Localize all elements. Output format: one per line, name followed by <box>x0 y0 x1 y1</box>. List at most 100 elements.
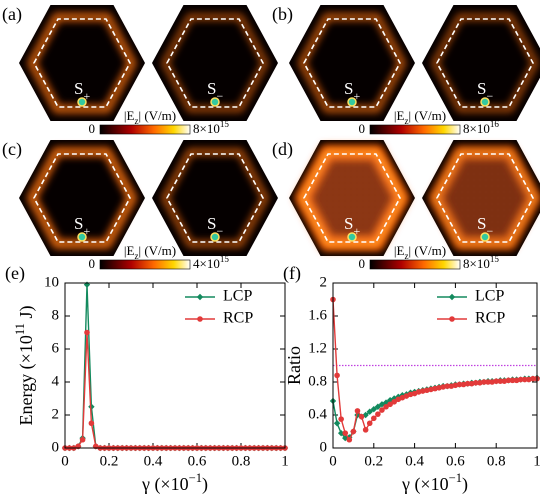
panel-label: (b) <box>272 4 293 25</box>
marker <box>342 430 348 436</box>
series-line <box>65 333 285 449</box>
colorbar-max-part: 15 <box>220 254 230 264</box>
colorbar-min: 0 <box>89 256 96 271</box>
panel-label: (c) <box>2 139 22 160</box>
y-axis-label-part: Energy (×10 <box>16 335 37 425</box>
series-line <box>333 300 537 440</box>
marker <box>197 294 203 300</box>
y-tick-label: 0 <box>52 439 60 455</box>
x-axis-label-part: γ (×10 <box>141 474 189 495</box>
source-label-part: S <box>344 214 353 233</box>
x-tick-label: 1 <box>533 453 540 469</box>
marker <box>449 294 455 300</box>
colorbar-title: |Ez| (V/m) <box>394 243 446 261</box>
colorbar-max-part: 4×10 <box>193 256 220 271</box>
x-tick-label: 0.6 <box>446 453 465 469</box>
source-label-part: + <box>353 224 360 238</box>
x-axis-label-part: ) <box>202 474 208 495</box>
legend-label: LCP <box>223 288 252 305</box>
colorbar-max-part: 15 <box>490 254 500 264</box>
colorbar-max: 8×1015 <box>463 254 499 271</box>
x-axis-label-part: γ (×10 <box>401 474 449 495</box>
y-axis-label-part: Ratio <box>284 346 304 385</box>
marker <box>359 414 365 420</box>
colorbar-title-part: | (V/m) <box>138 243 176 258</box>
colorbar-max-part: 15 <box>220 119 230 129</box>
colorbar-title-part: | (V/m) <box>138 108 176 123</box>
marker <box>363 427 369 433</box>
source-label-part: − <box>486 224 493 238</box>
figure: S+S−(a)08×1015|Ez| (V/m)S+S−(b)08×1016|E… <box>0 0 540 498</box>
colorbar-title-part: |E <box>124 243 135 258</box>
source-label-part: S <box>207 214 216 233</box>
legend-label: RCP <box>223 310 253 327</box>
colorbar-max: 4×1015 <box>193 254 229 271</box>
colorbar-title: |Ez| (V/m) <box>394 108 446 126</box>
y-axis-label: Energy (×1011 J) <box>13 306 37 426</box>
x-tick-label: 0.4 <box>144 453 163 469</box>
colorbar <box>100 125 190 134</box>
y-tick-label: 2 <box>320 274 328 290</box>
panel-label: (a) <box>2 4 22 25</box>
marker <box>367 420 373 426</box>
colorbar <box>370 125 460 134</box>
marker <box>334 373 340 379</box>
y-axis-label-part: 11 <box>13 323 27 335</box>
source-label-part: S <box>207 79 216 98</box>
marker <box>84 330 90 336</box>
marker <box>371 416 377 422</box>
colorbar-min: 0 <box>89 121 96 136</box>
x-axis-label: γ (×10−1) <box>401 471 468 495</box>
legend-label: RCP <box>475 310 505 327</box>
colorbar-min: 0 <box>359 256 366 271</box>
colorbar-max: 8×1016 <box>463 119 499 136</box>
legend-label: LCP <box>475 288 504 305</box>
x-tick-label: 0.8 <box>232 453 251 469</box>
colorbar-max-part: 8×10 <box>193 121 220 136</box>
y-tick-label: 6 <box>52 340 60 356</box>
source-label-part: + <box>353 89 360 103</box>
marker <box>338 416 344 422</box>
source-label-part: S <box>477 79 486 98</box>
y-axis-label: Ratio <box>284 346 304 385</box>
y-tick-label: 1.2 <box>308 340 327 356</box>
marker <box>80 437 86 443</box>
colorbar-max: 8×1015 <box>193 119 229 136</box>
x-tick-label: 0.8 <box>487 453 506 469</box>
colorbar-title: |Ez| (V/m) <box>124 108 176 126</box>
panel-label: (e) <box>5 263 25 284</box>
colorbar-title-part: | (V/m) <box>408 243 446 258</box>
colorbar-title-part: |E <box>124 108 135 123</box>
source-label-part: S <box>344 79 353 98</box>
colorbar-title-part: | (V/m) <box>408 108 446 123</box>
colorbar-title-part: |E <box>394 243 405 258</box>
x-tick-label: 0.2 <box>100 453 119 469</box>
marker <box>351 429 357 435</box>
y-tick-label: 4 <box>52 373 60 389</box>
y-tick-label: 8 <box>52 307 60 323</box>
source-label-part: S <box>477 214 486 233</box>
x-axis-label-part: −1 <box>449 471 462 485</box>
marker <box>375 411 381 417</box>
colorbar <box>370 260 460 269</box>
x-axis-label-part: ) <box>462 474 468 495</box>
y-tick-label: 0.4 <box>308 406 327 422</box>
panel-label: (d) <box>272 139 293 160</box>
y-axis-label-part: J) <box>16 306 37 324</box>
source-label-part: S <box>74 214 83 233</box>
marker <box>449 316 455 322</box>
x-tick-label: 0 <box>329 453 337 469</box>
x-tick-label: 0.6 <box>188 453 207 469</box>
source-label-part: S <box>74 79 83 98</box>
x-tick-label: 0.2 <box>364 453 383 469</box>
x-axis-label-part: −1 <box>189 471 202 485</box>
source-label-part: − <box>486 89 493 103</box>
colorbar-title: |Ez| (V/m) <box>124 243 176 261</box>
source-label-part: − <box>216 89 223 103</box>
y-tick-label: 1.6 <box>308 307 327 323</box>
colorbar <box>100 260 190 269</box>
y-tick-label: 0.8 <box>308 373 327 389</box>
source-label-part: + <box>83 89 90 103</box>
colorbar-max-part: 16 <box>490 119 500 129</box>
y-tick-label: 10 <box>44 274 59 290</box>
